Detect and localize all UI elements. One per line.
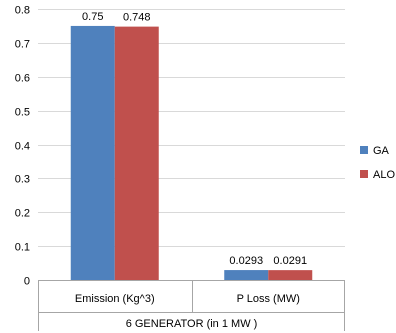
y-tick-label: 0.2 [15,208,30,220]
bar-alo [268,270,313,280]
y-tick-label: 0.3 [15,174,30,186]
category-label: P Loss (MW) [237,293,300,305]
legend-swatch-alo [360,170,368,178]
bar-alo [114,26,159,280]
x-axis-title: 6 GENERATOR (in 1 MW ) [126,318,258,330]
y-tick-label: 0.4 [15,141,30,153]
legend-label: ALO [373,169,395,181]
bars [70,25,313,280]
data-label: 0.0291 [273,255,307,267]
y-tick-label: 0.6 [15,73,30,85]
y-tick-label: 0 [24,276,30,288]
axes [38,280,345,331]
category-label: Emission (Kg^3) [75,293,155,305]
category-labels: Emission (Kg^3) P Loss (MW) [75,293,300,305]
bar-ga [224,270,269,280]
legend-label: GA [373,145,390,157]
legend-swatch-ga [360,146,368,154]
y-tick-labels: 0 0.1 0.2 0.3 0.4 0.5 0.6 0.7 0.8 [15,5,30,288]
y-tick-label: 0.5 [15,107,30,119]
y-tick-label: 0.7 [15,39,30,51]
data-label: 0.0293 [229,255,263,267]
data-labels: 0.75 0.748 0.0293 0.0291 [82,11,307,267]
data-label: 0.748 [123,12,151,24]
data-label: 0.75 [82,11,103,23]
y-tick-label: 0.1 [15,242,30,254]
legend: GA ALO [360,145,395,181]
y-tick-label: 0.8 [15,5,30,17]
bar-ga [70,25,115,280]
